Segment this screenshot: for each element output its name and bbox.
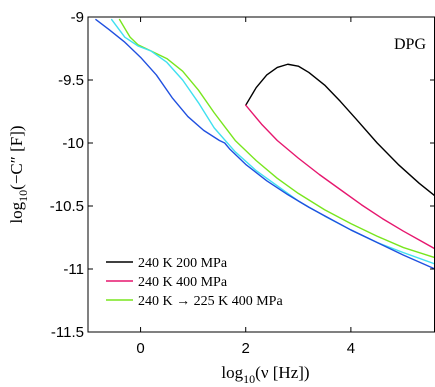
series-line-4	[110, 18, 435, 265]
y-axis-label-log: log	[7, 201, 26, 223]
x-axis-label-subscript: 10	[243, 372, 255, 386]
series-line-2	[245, 104, 435, 250]
series-line-5	[95, 18, 435, 270]
x-tick-label-3: 4	[347, 340, 355, 357]
x-tick-label-1: 0	[136, 340, 144, 357]
y-axis-label-subscript: 10	[16, 190, 30, 202]
y-axis-label: log10(−C″ [F])	[7, 125, 30, 223]
y-tick-label-5: -11	[63, 261, 84, 278]
y-tick-label-6: -11.5	[51, 324, 84, 341]
legend-label-3: 240 K → 225 K 400 MPa	[138, 294, 283, 309]
legend-label-2: 240 K 400 MPa	[138, 275, 228, 290]
series-line-1	[245, 63, 435, 197]
series-layer	[95, 18, 435, 270]
y-axis-label-quantity: (−C″ [F])	[7, 125, 26, 189]
y-tick-label-1: -9	[71, 9, 84, 26]
panel-label: DPG	[394, 36, 426, 53]
legend: 240 K 200 MPa 240 K 400 MPa 240 K → 225 K …	[106, 256, 283, 309]
y-tick-label-4: -10.5	[50, 198, 84, 215]
x-axis-label-log: log	[221, 363, 243, 382]
x-axis-label-quantity: (ν [Hz])	[255, 363, 309, 382]
y-tick-label-3: -10	[62, 135, 84, 152]
legend-label-1: 240 K 200 MPa	[138, 256, 228, 271]
x-axis-label: log10(ν [Hz])	[221, 363, 309, 386]
y-tick-label-2: -9.5	[58, 72, 84, 89]
ticks-layer: 0 2 4 -9 -9.5 -10 -10.5 -11 -11.5	[50, 9, 434, 357]
x-tick-label-2: 2	[242, 340, 250, 357]
